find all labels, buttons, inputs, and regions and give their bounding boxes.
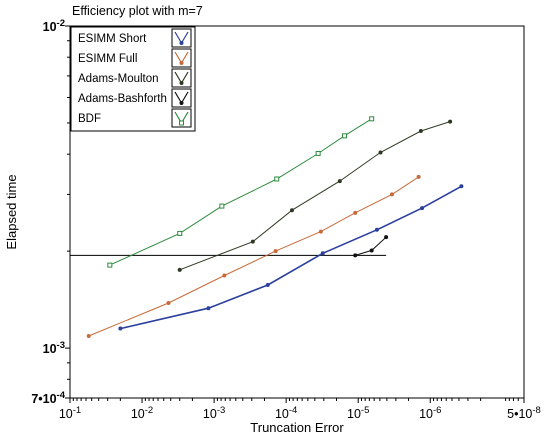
series-esimm-full	[86, 174, 421, 339]
series-adams-moulton	[177, 119, 453, 272]
x-tick-label: 10-4	[275, 405, 297, 421]
data-point	[219, 203, 225, 209]
x-tick-label: 5•10-8	[507, 405, 541, 421]
x-ticks: 10-1 10-2 10-3 10-4 10-5 10-6 5•10-8	[59, 398, 541, 421]
legend-label: ESIMM Full	[78, 53, 137, 65]
y-tick-label: 10-2	[43, 18, 65, 34]
x-tick-label: 10-6	[419, 405, 441, 421]
series-bdf	[107, 116, 375, 268]
data-point	[341, 133, 347, 139]
series-layer	[86, 116, 464, 339]
legend-swatch-box	[171, 68, 192, 88]
x-axis-title: Truncation Error	[250, 420, 344, 435]
series-adams-bashforth	[353, 235, 389, 258]
data-point	[378, 150, 383, 155]
legend-label: BDF	[78, 113, 101, 125]
legend-swatch-marker	[179, 120, 184, 126]
legend-item-adams-bashforth: Adams-Bashforth	[78, 88, 192, 108]
data-point	[369, 248, 374, 253]
legend-item-adams-moulton: Adams-Moulton	[78, 68, 192, 88]
legend-swatch-marker	[179, 81, 184, 85]
data-point	[250, 239, 255, 244]
chart-title: Efficiency plot with m=7	[72, 4, 203, 18]
data-point	[374, 227, 379, 232]
data-point	[369, 116, 375, 122]
legend-swatch-marker	[179, 41, 184, 45]
data-point	[318, 229, 323, 234]
legend-item-esimm-short: ESIMM Short	[78, 28, 192, 48]
data-point	[389, 192, 394, 197]
y-ticks: 10-2 10-3 7•10-4	[31, 18, 70, 406]
legend-label: Adams-Moulton	[78, 73, 159, 85]
data-point	[265, 283, 270, 288]
x-tick-label: 10-1	[59, 405, 81, 421]
legend-label: ESIMM Short	[78, 33, 147, 45]
data-point	[353, 210, 358, 215]
data-point	[274, 176, 280, 182]
y-axis-title: Elapsed time	[4, 174, 19, 249]
data-point	[289, 208, 294, 213]
data-point	[320, 251, 325, 256]
legend-swatch-marker	[179, 61, 184, 65]
legend-swatch-box	[171, 108, 192, 128]
data-point	[353, 253, 358, 258]
data-point	[177, 230, 183, 236]
data-point	[177, 267, 182, 272]
data-point	[418, 129, 423, 134]
data-point	[416, 174, 421, 179]
legend-swatch-box	[171, 28, 192, 48]
x-tick-label: 10-5	[347, 405, 369, 421]
x-tick-label: 10-2	[131, 405, 153, 421]
series-line	[88, 176, 419, 337]
data-point	[448, 119, 453, 124]
legend-swatch-box	[171, 48, 192, 68]
legend-swatch-marker	[179, 101, 184, 105]
data-point	[384, 235, 389, 240]
legend: ESIMM Short ESIMM Full Adams-Moulton Adams-…	[70, 26, 196, 132]
legend-label: Adams-Bashforth	[78, 93, 167, 105]
legend-item-esimm-full: ESIMM Full	[78, 48, 192, 68]
series-esimm-short	[118, 184, 464, 331]
data-point	[222, 273, 227, 278]
legend-item-bdf: BDF	[78, 108, 192, 128]
data-point	[315, 150, 321, 156]
y-tick-label: 10-3	[43, 340, 65, 356]
data-point	[206, 306, 211, 311]
data-point	[459, 184, 464, 189]
data-point	[420, 206, 425, 211]
legend-swatch-box	[171, 88, 192, 108]
data-point	[118, 326, 123, 331]
data-point	[166, 301, 171, 306]
data-point	[337, 179, 342, 184]
data-point	[107, 262, 113, 268]
x-tick-label: 10-3	[203, 405, 225, 421]
data-point	[86, 334, 91, 339]
y-tick-label: 7•10-4	[31, 390, 65, 406]
data-point	[273, 249, 278, 254]
